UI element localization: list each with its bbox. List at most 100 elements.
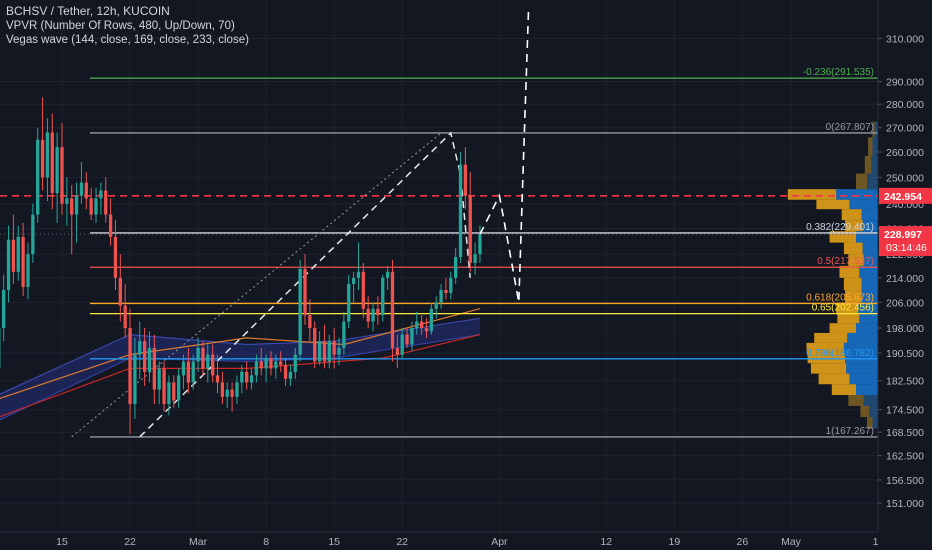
candle-down[interactable]: [395, 347, 399, 355]
candle-up[interactable]: [196, 347, 200, 362]
candle-down[interactable]: [468, 195, 472, 263]
candle-up[interactable]: [298, 268, 302, 355]
candle-down[interactable]: [259, 361, 263, 369]
candle-up[interactable]: [473, 254, 477, 263]
candle-down[interactable]: [283, 364, 288, 379]
candle-down[interactable]: [50, 132, 54, 194]
impulse-wave-path[interactable]: [139, 131, 471, 438]
candle-up[interactable]: [293, 354, 297, 372]
candle-up[interactable]: [133, 354, 137, 405]
candle-down[interactable]: [376, 308, 380, 316]
candle-up[interactable]: [249, 375, 254, 383]
candle-up[interactable]: [337, 347, 341, 355]
candle-up[interactable]: [434, 302, 438, 309]
candle-up[interactable]: [371, 308, 375, 322]
candle-up[interactable]: [356, 271, 361, 278]
candle-up[interactable]: [347, 283, 351, 322]
candle-up[interactable]: [181, 361, 186, 376]
candle-up[interactable]: [254, 361, 259, 376]
candle-down[interactable]: [152, 347, 156, 390]
alert-price-badge[interactable]: [879, 187, 932, 204]
candle-up[interactable]: [235, 382, 239, 397]
candle-down[interactable]: [303, 268, 307, 316]
candle-up[interactable]: [2, 290, 6, 329]
candle-down[interactable]: [186, 361, 191, 383]
candle-down[interactable]: [211, 354, 215, 376]
candle-up[interactable]: [264, 358, 268, 369]
candle-up[interactable]: [351, 277, 356, 284]
candle-up[interactable]: [45, 132, 50, 178]
candle-down[interactable]: [118, 277, 122, 306]
candle-down[interactable]: [60, 147, 64, 204]
candle-up[interactable]: [6, 239, 11, 291]
candle-up[interactable]: [327, 341, 331, 362]
candle-down[interactable]: [230, 389, 234, 397]
vegas-wave-indicator-label[interactable]: Vegas wave (144, close, 169, close, 233,…: [6, 34, 249, 46]
candle-down[interactable]: [123, 305, 127, 329]
candle-up[interactable]: [288, 371, 293, 379]
candle-down[interactable]: [390, 271, 395, 348]
candle-up[interactable]: [274, 361, 278, 369]
candle-up[interactable]: [415, 321, 419, 329]
candle-down[interactable]: [70, 198, 74, 215]
candle-up[interactable]: [429, 308, 434, 332]
candle-down[interactable]: [245, 371, 249, 383]
candle-down[interactable]: [463, 164, 468, 196]
candle-up[interactable]: [381, 277, 385, 316]
candle-down[interactable]: [113, 236, 118, 278]
candle-up[interactable]: [342, 321, 346, 348]
candle-up[interactable]: [478, 234, 482, 255]
candle-down[interactable]: [361, 271, 365, 309]
candle-down[interactable]: [269, 358, 273, 369]
candle-up[interactable]: [94, 198, 98, 215]
candle-up[interactable]: [167, 382, 171, 405]
candle-down[interactable]: [444, 290, 448, 294]
candle-down[interactable]: [220, 382, 225, 397]
candle-down[interactable]: [89, 198, 93, 215]
candle-up[interactable]: [157, 368, 161, 390]
candle-up[interactable]: [147, 347, 152, 372]
candle-down[interactable]: [104, 190, 108, 215]
candle-down[interactable]: [322, 341, 327, 362]
candle-up[interactable]: [31, 214, 35, 255]
candle-up[interactable]: [16, 236, 20, 272]
vpvr-indicator-label[interactable]: VPVR (Number Of Rows, 480, Up/Down, 70): [6, 19, 235, 32]
candle-down[interactable]: [424, 328, 429, 332]
candle-up[interactable]: [74, 195, 79, 215]
candle-up[interactable]: [400, 334, 404, 355]
price-axis[interactable]: [878, 0, 932, 550]
candle-down[interactable]: [366, 308, 370, 322]
candle-up[interactable]: [26, 254, 30, 287]
candle-up[interactable]: [36, 139, 40, 215]
candle-up[interactable]: [317, 341, 322, 362]
symbol-title[interactable]: BCHSV / Tether, 12h, KUCOIN: [6, 4, 170, 18]
candle-down[interactable]: [84, 182, 88, 199]
axis-corner[interactable]: [879, 533, 931, 549]
candle-down[interactable]: [11, 239, 16, 272]
candle-up[interactable]: [138, 341, 142, 355]
candle-up[interactable]: [65, 198, 69, 204]
candle-up[interactable]: [99, 190, 103, 199]
projection-path[interactable]: [479, 7, 530, 303]
candle-up[interactable]: [191, 361, 195, 383]
candle-up[interactable]: [79, 182, 84, 196]
candle-up[interactable]: [225, 389, 229, 397]
candle-up[interactable]: [240, 371, 244, 383]
time-axis[interactable]: [0, 532, 932, 550]
candle-down[interactable]: [172, 382, 176, 401]
candle-up[interactable]: [458, 164, 463, 258]
candle-down[interactable]: [332, 341, 336, 355]
candle-up[interactable]: [176, 375, 181, 401]
candle-down[interactable]: [142, 341, 147, 372]
candle-down[interactable]: [405, 334, 409, 345]
candle-up[interactable]: [449, 277, 453, 294]
candle-down[interactable]: [215, 375, 220, 383]
candle-down[interactable]: [279, 361, 283, 365]
candle-up[interactable]: [55, 147, 59, 194]
candle-down[interactable]: [308, 315, 312, 329]
candle-up[interactable]: [206, 354, 210, 369]
candle-down[interactable]: [201, 347, 205, 369]
last-price-badge[interactable]: [879, 226, 932, 257]
